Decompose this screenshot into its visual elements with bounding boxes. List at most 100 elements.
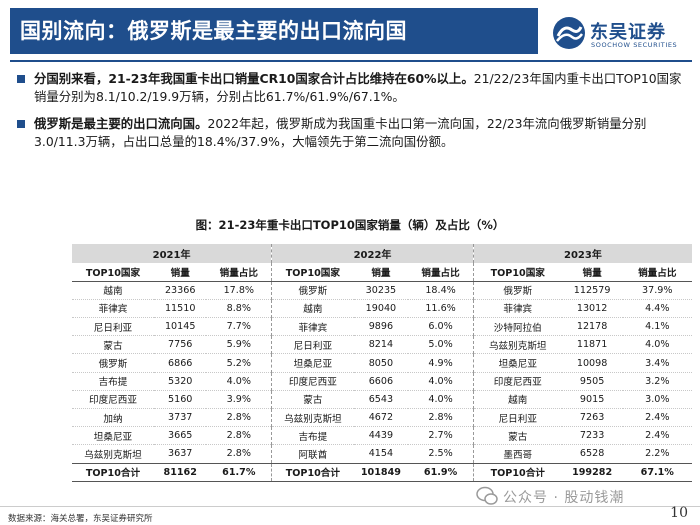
table-cell: 4.0% (206, 372, 273, 391)
bullet-list: 分国别来看，21-23年我国重卡出口销量CR10国家合计占比维持在60%以上。 2… (14, 70, 690, 160)
column-header: 销量 (561, 263, 623, 282)
table-cell: 4672 (353, 408, 409, 428)
table-cell: 11.6% (408, 299, 474, 319)
bullet-square-icon (17, 120, 25, 128)
logo-english-name: SOOCHOW SECURITIES (591, 41, 678, 49)
table-cell: 4.1% (622, 317, 692, 337)
table-cell: 坦桑尼亚 (271, 353, 354, 373)
year-header-row: 2021年 2022年 2023年 (72, 244, 692, 263)
table-cell: 乌兹别克斯坦 (271, 408, 354, 428)
table-cell: 越南 (271, 299, 354, 319)
page-number: 10 (670, 505, 688, 521)
bullet-item: 分国别来看，21-23年我国重卡出口销量CR10国家合计占比维持在60%以上。2… (14, 70, 690, 106)
title-bar (10, 8, 538, 54)
table-cell: 7233 (561, 426, 623, 446)
table-cell: 加纳 (72, 408, 154, 428)
table-cell: 5320 (153, 372, 207, 391)
table-cell: 坦桑尼亚 (72, 426, 154, 446)
table-cell: 4154 (353, 444, 409, 464)
table-cell: 13012 (561, 299, 623, 319)
bullet-body: 2022年起，俄罗斯成为我国重卡出口第一流向国，22/23年流向俄罗斯销量分别3… (34, 116, 647, 149)
slide-header: 国别流向：俄罗斯是最主要的出口流向国 东吴证券 SOOCHOW SECURITI… (0, 0, 700, 62)
column-header: TOP10国家 (271, 263, 354, 282)
table-cell: 6866 (153, 353, 207, 373)
table-cell: 3.9% (206, 390, 273, 410)
total-cell: TOP10合计 (271, 462, 354, 482)
table-cell: 9896 (353, 317, 409, 337)
table-cell: 9505 (561, 372, 623, 391)
table-cell: 3.0% (622, 390, 692, 410)
soochow-logo-icon (553, 17, 585, 49)
table-cell: 17.8% (206, 281, 273, 300)
watermark-text: 公众号 · 股动钱潮 (503, 490, 625, 506)
table-cell: 4439 (353, 426, 409, 446)
table-cell: 2.5% (408, 444, 474, 464)
table-cell: 俄罗斯 (271, 281, 354, 300)
table-row: 尼日利亚 10145 7.7% 菲律宾 9896 6.0% 沙特阿拉伯 12178 4.1% (72, 317, 692, 337)
table-row: 乌兹别克斯坦 3637 2.8% 阿联酋 4154 2.5% 墨西哥 6528 2.2% (72, 444, 692, 464)
table-cell: 3737 (153, 408, 207, 428)
watermark: 公众号 · 股动钱潮 (476, 485, 686, 509)
table-cell: 2.2% (622, 444, 692, 464)
column-header-row: TOP10国家 销量 销量占比 TOP10国家 销量 销量占比 TOP10国家 销量 销量占比 (72, 263, 692, 282)
table-cell: 蒙古 (473, 426, 562, 446)
column-header: TOP10国家 (473, 263, 562, 282)
table-cell: 5.0% (408, 335, 474, 355)
table-cell: 越南 (473, 390, 562, 410)
table-cell: 5.2% (206, 353, 273, 373)
logo-chinese-name: 东吴证券 (590, 22, 666, 43)
table-row: 越南 23366 17.8% 俄罗斯 30235 18.4% 俄罗斯 112579 37.9% (72, 281, 692, 300)
table-cell: 3.4% (622, 353, 692, 373)
total-cell: TOP10合计 (72, 462, 154, 482)
table-cell: 30235 (353, 281, 409, 300)
table-row: 菲律宾 11510 8.8% 越南 19040 11.6% 菲律宾 13012 4.4% (72, 299, 692, 319)
table-cell: 印度尼西亚 (271, 372, 354, 391)
table-cell: 乌兹别克斯坦 (72, 444, 154, 464)
table-row: 蒙古 7756 5.9% 尼日利亚 8214 5.0% 乌兹别克斯坦 11871 4.0% (72, 335, 692, 355)
total-cell: TOP10合计 (473, 462, 562, 482)
table-cell: 8050 (353, 353, 409, 373)
table-cell: 7263 (561, 408, 623, 428)
table-cell: 越南 (72, 281, 154, 300)
table-row: 吉布提 5320 4.0% 印度尼西亚 6606 4.0% 印度尼西亚 9505 3.2% (72, 372, 692, 391)
table-cell: 菲律宾 (271, 317, 354, 337)
table-cell: 沙特阿拉伯 (473, 317, 562, 337)
table-cell: 3637 (153, 444, 207, 464)
data-source: 数据来源：海关总署，东吴证券研究所 (8, 514, 153, 524)
company-logo: 东吴证券 SOOCHOW SECURITIES (552, 14, 692, 54)
table-cell: 尼日利亚 (473, 408, 562, 428)
table-cell: 俄罗斯 (473, 281, 562, 300)
table-cell: 19040 (353, 299, 409, 319)
table-cell: 2.8% (206, 444, 273, 464)
bullet-lead: 俄罗斯是最主要的出口流向国。 (34, 116, 208, 131)
table-cell: 6528 (561, 444, 623, 464)
year-header: 2022年 (271, 244, 474, 263)
table-cell: 4.0% (408, 372, 474, 391)
column-header: 销量 (153, 263, 207, 282)
table-cell: 8214 (353, 335, 409, 355)
table-cell: 尼日利亚 (72, 317, 154, 337)
table-row: 坦桑尼亚 3665 2.8% 吉布提 4439 2.7% 蒙古 7233 2.4% (72, 426, 692, 446)
table-cell: 4.9% (408, 353, 474, 373)
total-cell: 61.7% (206, 462, 273, 482)
table-cell: 2.8% (206, 426, 273, 446)
total-cell: 101849 (353, 462, 409, 482)
table-cell: 吉布提 (72, 372, 154, 391)
table-row: 俄罗斯 6866 5.2% 坦桑尼亚 8050 4.9% 坦桑尼亚 10098 3.4% (72, 353, 692, 373)
table-cell: 菲律宾 (72, 299, 154, 319)
table-cell: 菲律宾 (473, 299, 562, 319)
table-cell: 7756 (153, 335, 207, 355)
bullet-lead: 分国别来看，21-23年我国重卡出口销量CR10国家合计占比维持在60%以上。 (34, 71, 474, 86)
column-header: 销量占比 (206, 263, 273, 282)
table-cell: 8.8% (206, 299, 273, 319)
table-cell: 3665 (153, 426, 207, 446)
table-cell: 坦桑尼亚 (473, 353, 562, 373)
table-cell: 俄罗斯 (72, 353, 154, 373)
column-header: 销量占比 (622, 263, 692, 282)
table-body: 越南 23366 17.8% 俄罗斯 30235 18.4% 俄罗斯 112579 37.9% 菲… (72, 281, 692, 482)
table-cell: 4.0% (408, 390, 474, 410)
table-cell: 9015 (561, 390, 623, 410)
table-cell: 11871 (561, 335, 623, 355)
table-cell: 18.4% (408, 281, 474, 300)
table-cell: 2.8% (408, 408, 474, 428)
